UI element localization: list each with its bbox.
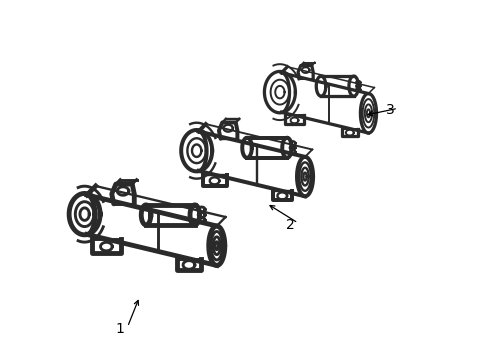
Text: 2: 2 [286,218,295,232]
Text: 3: 3 [386,103,394,117]
Text: 1: 1 [116,322,124,336]
